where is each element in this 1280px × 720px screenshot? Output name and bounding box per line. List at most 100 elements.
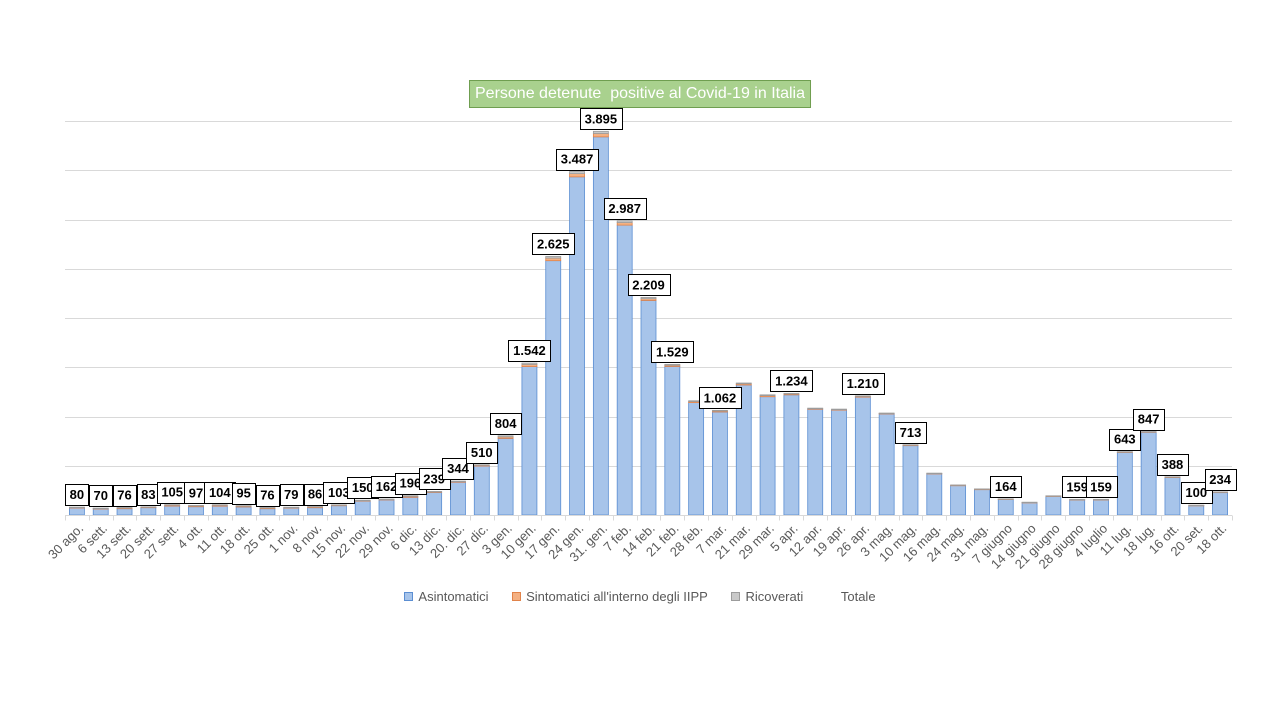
data-label: 97 xyxy=(184,482,208,504)
bar-segment-ricoverati xyxy=(640,297,657,300)
bar-segment-sintomatici xyxy=(592,133,609,138)
data-label-text: 510 xyxy=(471,445,493,460)
bar-segment-asintomatici xyxy=(759,396,776,516)
bar-segment-asintomatici xyxy=(450,481,466,516)
bar-segment-ricoverati xyxy=(1069,498,1086,501)
data-label-box xyxy=(1181,482,1213,504)
data-label: 847 xyxy=(1133,409,1165,431)
data-label: 100 xyxy=(1181,482,1213,504)
bar-segment-ricoverati xyxy=(69,506,85,509)
data-label-text: 344 xyxy=(447,461,469,476)
chart-legend: Asintomatici Sintomatici all'interno deg… xyxy=(0,588,1280,606)
data-label-text: 1.234 xyxy=(775,373,808,388)
data-label: 2.209 xyxy=(628,274,671,296)
data-label-text: 804 xyxy=(495,416,517,431)
bar-segment-ricoverati xyxy=(1164,476,1181,478)
bar-segment-asintomatici xyxy=(211,505,228,516)
data-label-text: 1.062 xyxy=(704,390,737,405)
data-label: 510 xyxy=(466,442,498,464)
data-label-text: 2.209 xyxy=(632,277,665,292)
data-label-box xyxy=(89,485,113,507)
bar-segment-asintomatici xyxy=(69,507,85,516)
bar-segment-ricoverati xyxy=(926,472,943,475)
bar-segment-asintomatici xyxy=(92,508,109,516)
data-label-text: 150 xyxy=(352,480,374,495)
bar-segment-asintomatici xyxy=(807,408,824,516)
data-label-box xyxy=(232,483,256,505)
bar-segment-asintomatici xyxy=(1093,499,1109,516)
bar-segment-ricoverati xyxy=(450,480,466,483)
bar-segment-ricoverati xyxy=(307,506,323,508)
data-label-box xyxy=(113,485,137,507)
bar-segment-asintomatici xyxy=(426,492,443,516)
legend-swatch-ricoverati xyxy=(731,592,741,602)
data-label-box xyxy=(1157,454,1189,476)
data-label-box xyxy=(490,413,522,435)
bar-segment-ricoverati xyxy=(783,393,800,395)
bar-segment-ricoverati xyxy=(497,435,514,438)
bar-segment-asintomatici xyxy=(1188,505,1205,516)
legend-swatch-totale xyxy=(827,592,836,601)
data-label-text: 100 xyxy=(1185,485,1207,500)
data-label-box xyxy=(256,485,280,507)
bar-segment-ricoverati xyxy=(1212,491,1228,493)
bar-segment-ricoverati xyxy=(354,499,371,502)
bars xyxy=(69,130,1228,516)
bar-segment-ricoverati xyxy=(902,444,919,446)
data-label-box xyxy=(556,149,599,171)
data-label-box xyxy=(770,370,813,392)
chart-title: Persone detenute positive al Covid-19 in… xyxy=(469,80,811,108)
bar-segment-sintomatici xyxy=(569,173,585,178)
legend-label: Ricoverati xyxy=(745,589,804,604)
bar-segment-ricoverati xyxy=(283,506,300,509)
data-label: 1.062 xyxy=(699,387,742,409)
data-label-box xyxy=(651,341,694,363)
data-label: 105 xyxy=(157,482,189,504)
data-label: 86 xyxy=(304,484,328,506)
bar-segment-ricoverati xyxy=(807,407,824,410)
data-label-box xyxy=(1133,409,1165,431)
data-label: 388 xyxy=(1157,454,1189,476)
data-label: 1.529 xyxy=(651,341,694,363)
bar-segment-asintomatici xyxy=(1164,477,1181,516)
data-label-box xyxy=(280,484,304,506)
data-label: 2.987 xyxy=(604,198,647,220)
bar-segment-ricoverati xyxy=(521,362,538,365)
bar-segment-ricoverati xyxy=(211,504,228,506)
bar-segment-ricoverati xyxy=(1188,504,1205,507)
bar-segment-ricoverati xyxy=(545,256,562,259)
data-label: 162 xyxy=(371,476,403,498)
bar-segment-ricoverati xyxy=(735,382,752,385)
bar-segment-asintomatici xyxy=(688,402,705,516)
bar-segment-asintomatici xyxy=(545,260,562,516)
data-label-text: 80 xyxy=(70,487,84,502)
x-tick-labels: 30 ago.6 sett.13 sett.20 sett.27 sett.4 … xyxy=(45,521,1229,572)
bar-segment-asintomatici xyxy=(831,409,847,516)
bar-segment-ricoverati xyxy=(1045,495,1062,497)
bar-segment-asintomatici xyxy=(283,507,300,516)
bar-segment-ricoverati xyxy=(974,488,990,490)
bar-segment-ricoverati xyxy=(569,171,585,174)
data-label: 1.542 xyxy=(508,340,551,362)
legend-item-totale: Totale xyxy=(827,588,876,606)
data-label-text: 79 xyxy=(284,487,298,502)
bar-segment-asintomatici xyxy=(926,473,943,516)
data-label-box xyxy=(1205,469,1237,491)
bar-segment-ricoverati xyxy=(1140,431,1157,433)
bar-segment-ricoverati xyxy=(831,408,847,411)
bar-segment-asintomatici xyxy=(521,366,538,516)
data-label: 196 xyxy=(395,473,427,495)
data-label-box xyxy=(842,373,885,395)
bar-segment-ricoverati xyxy=(140,506,157,508)
data-label-text: 1.210 xyxy=(847,376,880,391)
bar-segment-asintomatici xyxy=(1116,451,1133,516)
data-label: 804 xyxy=(490,413,522,435)
data-label-text: 2.987 xyxy=(608,201,641,216)
data-label-text: 1.529 xyxy=(656,344,689,359)
data-label-text: 95 xyxy=(236,486,250,501)
bar-segment-asintomatici xyxy=(188,506,204,516)
bar-segment-ricoverati xyxy=(616,220,633,223)
bar-segment-ricoverati xyxy=(116,507,133,509)
